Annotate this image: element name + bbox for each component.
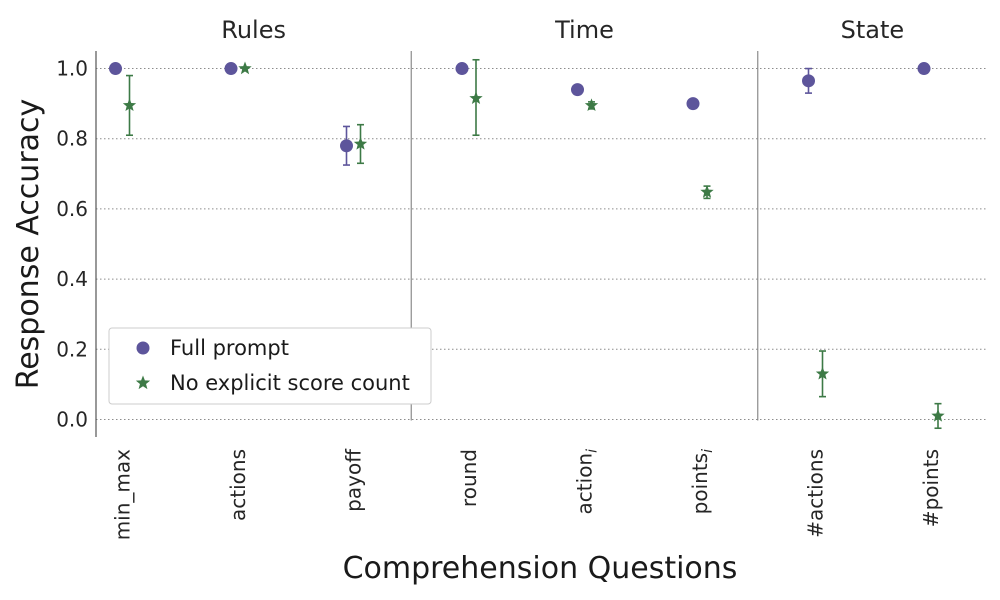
data-marks bbox=[109, 58, 945, 430]
y-tick-labels: 0.0 0.2 0.4 0.6 0.8 1.0 bbox=[56, 57, 88, 432]
data-point-full-prompt bbox=[686, 97, 700, 111]
x-tick-label: pointsi bbox=[688, 449, 716, 514]
data-point-full-prompt bbox=[340, 139, 353, 153]
x-tick-label: actioni bbox=[573, 449, 601, 515]
data-point-full-prompt bbox=[917, 62, 931, 76]
y-tick-label: 0.6 bbox=[56, 197, 88, 221]
x-tick-label: actions bbox=[226, 449, 250, 521]
group-separators bbox=[410, 51, 759, 421]
legend: Full prompt No explicit score count bbox=[108, 327, 432, 405]
y-tick-label: 0.4 bbox=[56, 267, 88, 291]
group-label-time: Time bbox=[554, 16, 614, 44]
data-point-no-explicit-score-count bbox=[584, 98, 599, 112]
data-point-no-explicit-score-count bbox=[238, 61, 252, 75]
x-tick-label: #points bbox=[919, 449, 943, 527]
x-tick-label: #actions bbox=[804, 449, 828, 538]
data-point-no-explicit-score-count bbox=[700, 185, 714, 198]
data-point-no-explicit-score-count bbox=[815, 366, 830, 380]
y-tick-label: 0.8 bbox=[56, 127, 88, 151]
legend-frame bbox=[108, 327, 432, 405]
group-labels: Rules Time State bbox=[221, 16, 904, 44]
data-point-no-explicit-score-count bbox=[469, 91, 483, 105]
y-tick-label: 1.0 bbox=[56, 57, 88, 81]
data-point-no-explicit-score-count bbox=[353, 136, 368, 150]
x-tick-label: payoff bbox=[342, 448, 366, 512]
x-tick-label: min_max bbox=[111, 449, 135, 540]
group-label-rules: Rules bbox=[221, 16, 286, 44]
y-tick-label: 0.2 bbox=[56, 337, 88, 361]
data-point-full-prompt bbox=[109, 62, 122, 76]
data-point-full-prompt bbox=[802, 74, 815, 88]
legend-marker-no-explicit-score-count bbox=[135, 375, 151, 390]
x-tick-labels: min_max actions payoff round actioni pointsi #… bbox=[111, 448, 944, 541]
data-point-full-prompt bbox=[224, 62, 238, 76]
x-tick-label: round bbox=[457, 449, 481, 507]
x-axis-title: Comprehension Questions bbox=[343, 551, 738, 586]
y-axis-title: Response Accuracy bbox=[11, 99, 46, 390]
data-point-full-prompt bbox=[455, 62, 469, 76]
y-tick-label: 0.0 bbox=[56, 407, 88, 431]
data-point-full-prompt bbox=[571, 83, 584, 97]
data-point-no-explicit-score-count bbox=[122, 98, 137, 112]
legend-label-no-explicit-score-count: No explicit score count bbox=[170, 371, 410, 395]
legend-label-full-prompt: Full prompt bbox=[170, 336, 289, 360]
group-label-state: State bbox=[841, 16, 905, 44]
legend-marker-full-prompt bbox=[136, 341, 150, 355]
data-point-no-explicit-score-count bbox=[931, 408, 945, 422]
